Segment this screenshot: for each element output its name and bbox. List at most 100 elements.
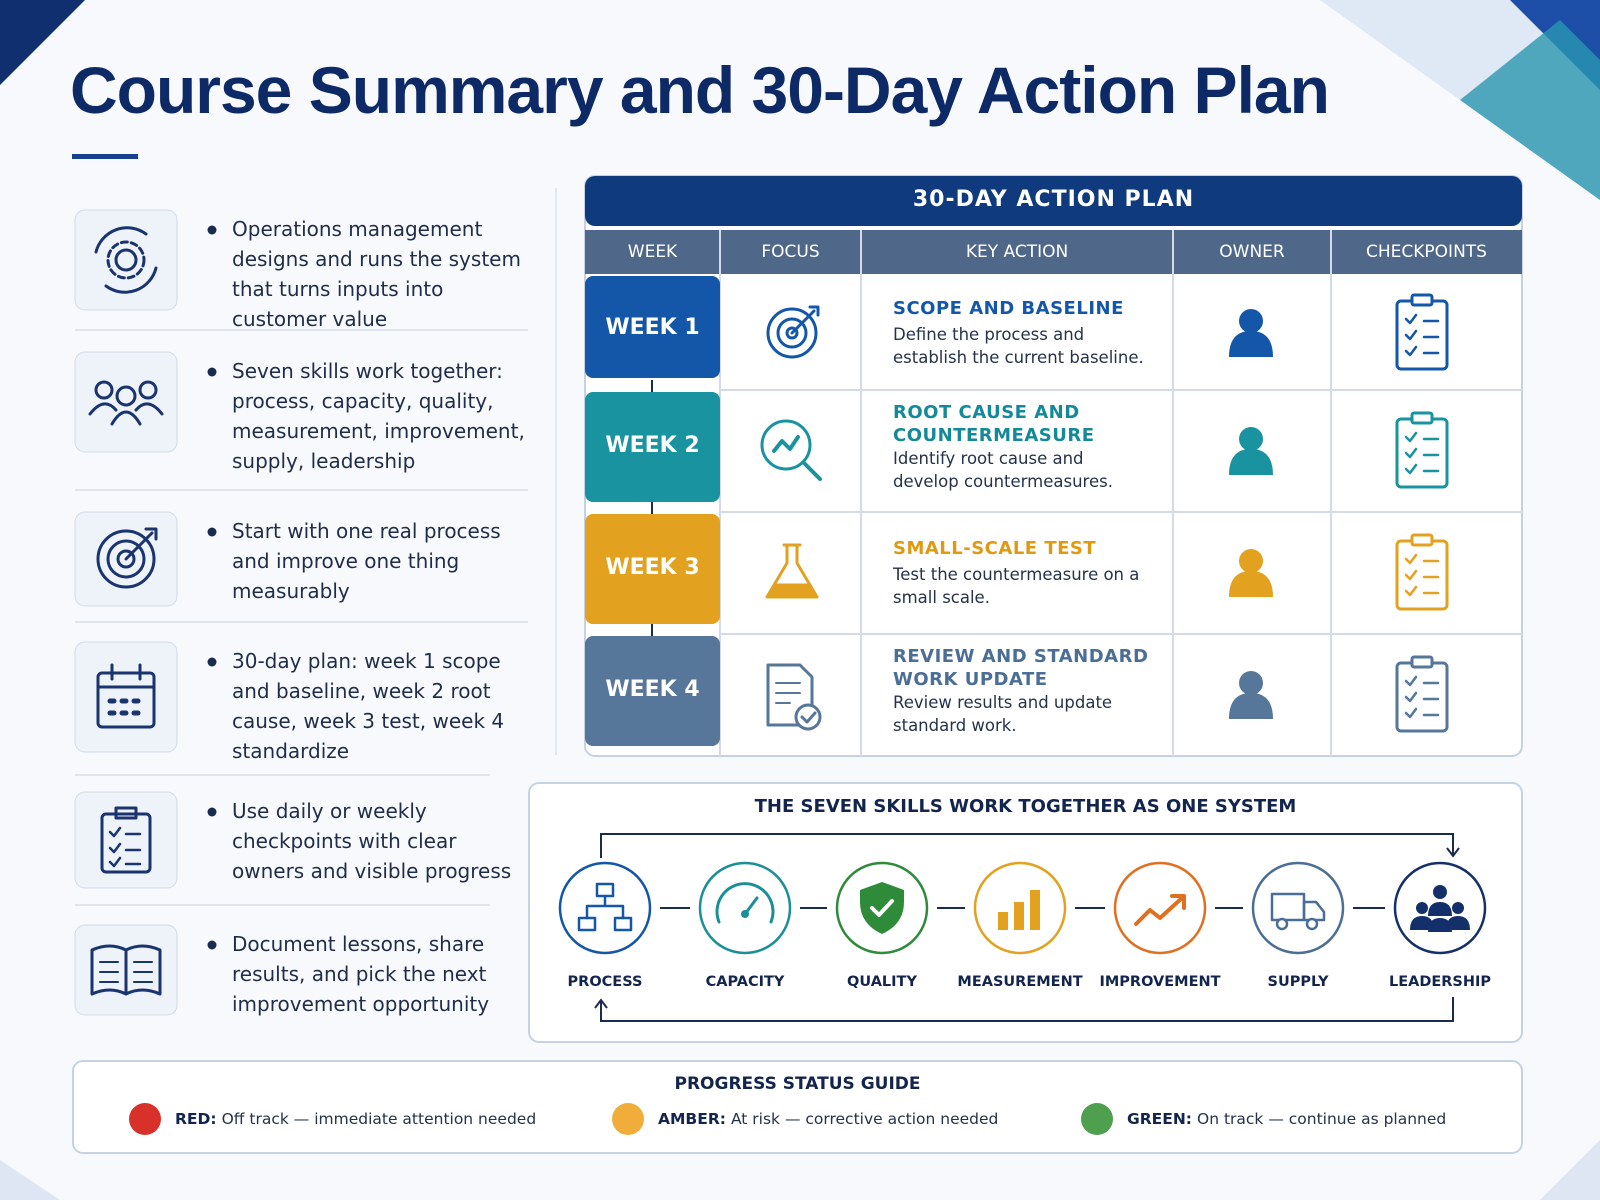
summary-icon-part: [96, 529, 156, 589]
owner-icon: [1229, 549, 1273, 597]
week-cell: [585, 514, 720, 624]
focus-icon: [760, 419, 822, 481]
focus-icon-part: [776, 317, 808, 349]
skill-icon-part: [1030, 890, 1040, 930]
skill-icon-part: [1275, 917, 1289, 931]
status-item: RED: Off track — immediate attention need…: [175, 1110, 536, 1128]
owner-icon-part: [1229, 693, 1273, 719]
focus-icon-part: [785, 326, 799, 340]
status-dot: [612, 1103, 644, 1135]
summary-icon-box: [74, 791, 178, 889]
status-panel: [72, 1060, 1523, 1154]
skill-icon: [577, 882, 633, 932]
skill-icon-part: [1410, 916, 1470, 932]
summary-text: Operations management designs and runs t…: [232, 217, 521, 331]
summary-icon-part: [107, 698, 141, 716]
focus-icon-part: [765, 543, 819, 599]
skill-icon-part: [860, 882, 904, 934]
owner-icon-part: [1239, 427, 1263, 451]
action-text: Identify root cause and develop counterm…: [893, 449, 1113, 491]
status-label: GREEN:: [1127, 1110, 1193, 1128]
page-title: Course Summary and 30-Day Action Plan: [70, 53, 1330, 127]
action-text: Define the process and establish the cur…: [893, 325, 1144, 367]
focus-icon: [766, 663, 822, 731]
summary-icon-part: [114, 248, 138, 272]
skill-icon-part: [715, 882, 775, 924]
bullet: [207, 367, 217, 377]
week-label: WEEK 4: [605, 677, 700, 702]
summary-text: Seven skills work together: process, cap…: [232, 359, 525, 473]
checkpoint-icon-part: [1410, 533, 1434, 547]
column-header: FOCUS: [761, 242, 820, 262]
focus-icon: [766, 305, 820, 359]
owner-icon-part: [1229, 571, 1273, 597]
summary-text: Start with one real process and improve …: [232, 519, 501, 603]
table-title-bar: [585, 176, 1522, 226]
skill-icon: [860, 882, 904, 934]
action-heading: SMALL-SCALE TEST: [893, 538, 1097, 559]
skill-label: IMPROVEMENT: [1099, 974, 1221, 990]
checkpoint-icon: [1395, 411, 1449, 489]
owner-icon-part: [1239, 671, 1263, 695]
skill-icon-part: [1428, 902, 1452, 916]
bullet: [207, 657, 217, 667]
skill-circle: [558, 861, 652, 955]
checkpoint-icon-part: [1404, 431, 1440, 475]
summary-icon-part: [114, 806, 138, 820]
checkpoint-icon-part: [1404, 313, 1440, 357]
status-text: On track — continue as planned: [1197, 1110, 1447, 1128]
bullet: [207, 807, 217, 817]
skill-icon-part: [1452, 902, 1464, 914]
owner-icon-part: [1229, 331, 1273, 357]
summary-text: 30-day plan: week 1 scope and baseline, …: [232, 649, 505, 763]
column-header-bar: [585, 230, 1522, 274]
action-heading: ROOT CAUSE AND COUNTERMEASURE: [893, 402, 1095, 446]
skill-circle: [698, 861, 792, 955]
status-label: AMBER:: [658, 1110, 726, 1128]
summary-icon-part: [116, 549, 136, 569]
status-item: GREEN: On track — continue as planned: [1127, 1110, 1446, 1128]
bullet: [207, 940, 217, 950]
summary-icon-box: [74, 209, 178, 311]
checkpoint-icon-part: [1410, 293, 1434, 307]
skill-icon-part: [870, 899, 894, 917]
loop-arrow-bottom: [594, 997, 1454, 1022]
week-cell: [585, 276, 720, 378]
summary-icon-part: [124, 527, 158, 561]
summary-icon-part: [115, 385, 137, 407]
checkpoint-icon: [1395, 655, 1449, 733]
summary-icon-part: [138, 380, 158, 400]
summary-icon-part: [100, 812, 152, 874]
focus-icon-part: [775, 682, 801, 704]
summary-icon: [90, 944, 162, 996]
summary-icon: [88, 380, 164, 426]
skill-label: SUPPLY: [1267, 974, 1329, 990]
focus-icon-part: [790, 305, 820, 335]
skill-icon-part: [1416, 902, 1428, 914]
bullet: [207, 225, 217, 235]
focus-icon-part: [766, 663, 814, 727]
action-text: Test the countermeasure on a small scale…: [893, 565, 1140, 607]
status-dot: [1081, 1103, 1113, 1135]
focus-icon-part: [760, 419, 812, 471]
summary-icon-part: [99, 961, 153, 983]
summary-icon-part: [104, 266, 158, 294]
skill-icon: [715, 882, 775, 924]
action-heading: SCOPE AND BASELINE: [893, 298, 1124, 319]
skill-label: CAPACITY: [705, 974, 785, 990]
skill-icon-part: [998, 912, 1008, 930]
status-title: PROGRESS STATUS GUIDE: [674, 1074, 921, 1094]
skill-label: MEASUREMENT: [957, 974, 1083, 990]
week-label: WEEK 1: [605, 315, 700, 340]
skill-label: PROCESS: [567, 974, 643, 990]
column-header: WEEK: [627, 242, 678, 262]
focus-icon-part: [794, 703, 822, 731]
column-header: OWNER: [1219, 242, 1285, 262]
skill-icon-part: [1302, 900, 1326, 922]
action-text: Review results and update standard work.: [893, 693, 1113, 735]
owner-icon-part: [1239, 549, 1263, 573]
summary-icon-part: [106, 240, 146, 280]
owner-icon: [1229, 427, 1273, 475]
